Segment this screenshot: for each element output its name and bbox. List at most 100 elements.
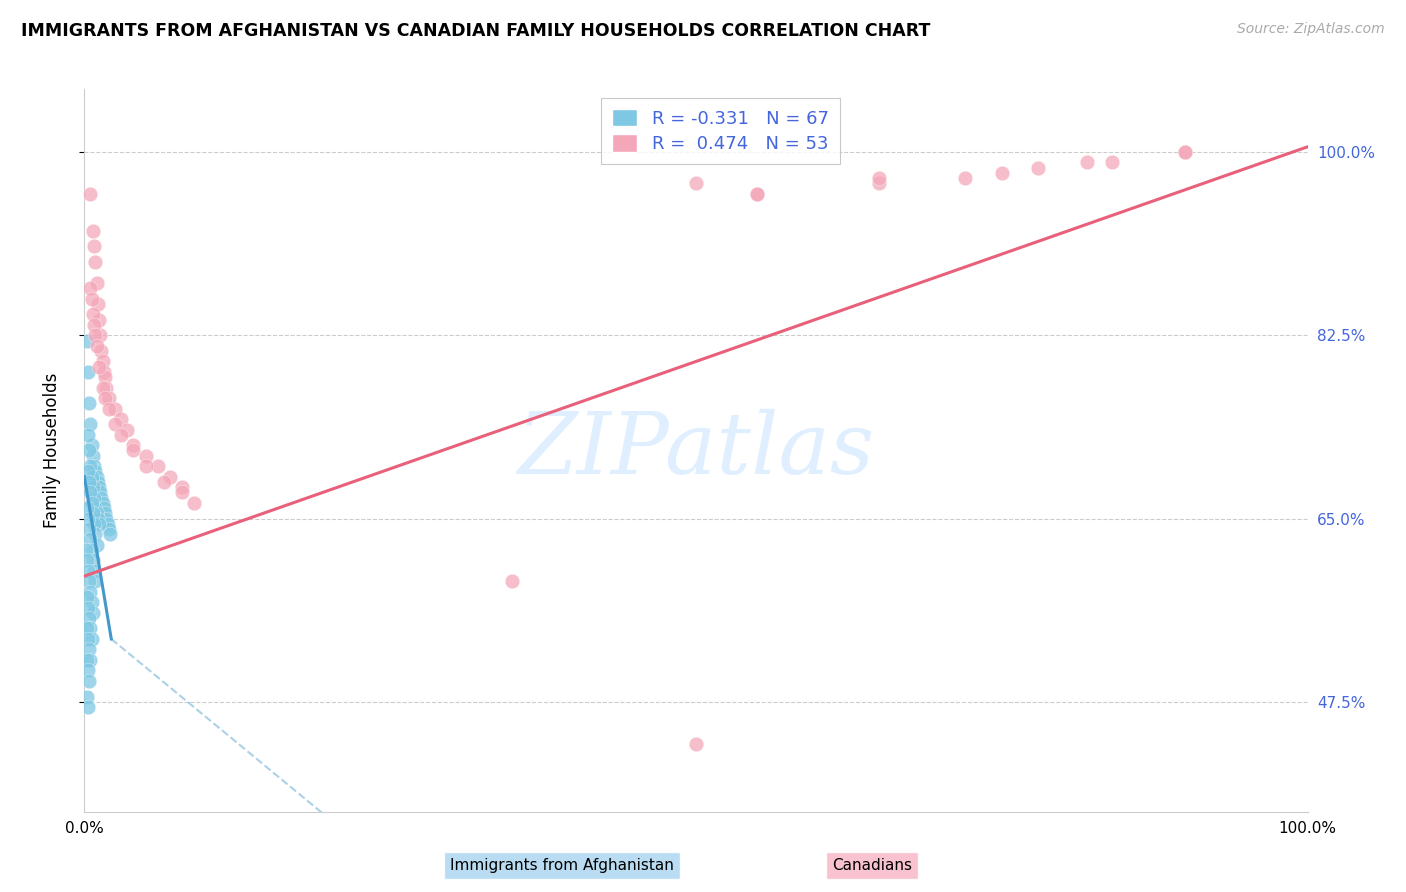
Point (77, 632, 100, 646)
Point (146, 459, 169, 474)
Point (76, 590, 98, 604)
Point (80, 595, 103, 609)
Point (1028, 161, 1050, 175)
Point (153, 475, 176, 489)
Point (87, 312, 110, 326)
Point (89, 485, 111, 500)
Point (94, 370, 117, 384)
Point (80, 438, 103, 452)
Point (79, 186, 101, 201)
Point (84, 328, 107, 343)
Point (94, 506, 117, 520)
Point (87, 475, 110, 489)
Point (79, 533, 101, 547)
Point (91, 496, 114, 510)
Point (86, 506, 108, 520)
Point (79, 485, 101, 500)
Point (84, 501, 107, 516)
Point (76, 690, 98, 704)
Point (97, 516, 120, 531)
Point (135, 459, 157, 474)
Point (97, 522, 120, 536)
Point (77, 564, 100, 578)
Point (77, 427, 100, 442)
Point (83, 516, 105, 531)
Point (869, 171, 891, 186)
Point (953, 171, 976, 186)
Point (80, 469, 103, 483)
Point (77, 664, 100, 678)
Point (135, 449, 157, 463)
Point (1101, 155, 1123, 169)
Point (991, 166, 1014, 180)
Point (502, 574, 524, 589)
Y-axis label: Family Households: Family Households (42, 373, 60, 528)
Point (75, 543, 97, 558)
Point (87, 359, 110, 374)
Point (84, 255, 107, 269)
Point (76, 334, 98, 348)
Point (1174, 145, 1197, 159)
Legend: R = -0.331   N = 67, R =  0.474   N = 53: R = -0.331 N = 67, R = 0.474 N = 53 (602, 98, 839, 164)
Point (76, 622, 98, 636)
Point (86, 538, 108, 552)
Point (77, 443, 100, 458)
Point (77, 464, 100, 478)
Point (80, 632, 103, 646)
Point (96, 381, 118, 395)
Point (94, 391, 117, 405)
Text: ZIPatlas: ZIPatlas (517, 409, 875, 491)
Point (110, 427, 132, 442)
Point (77, 365, 100, 379)
Point (79, 622, 101, 636)
Point (80, 292, 103, 306)
Point (76, 653, 98, 667)
Point (183, 496, 205, 510)
Point (76, 553, 98, 567)
Point (89, 328, 111, 343)
Point (90, 343, 112, 358)
Point (869, 177, 891, 191)
Point (77, 396, 100, 410)
Point (76, 501, 98, 516)
Text: IMMIGRANTS FROM AFGHANISTAN VS CANADIAN FAMILY HOUSEHOLDS CORRELATION CHART: IMMIGRANTS FROM AFGHANISTAN VS CANADIAN … (21, 22, 931, 40)
Point (97, 401, 120, 416)
Point (115, 423, 138, 437)
Point (77, 600, 100, 615)
Point (122, 443, 145, 458)
Point (86, 469, 108, 483)
Point (87, 511, 110, 525)
Point (79, 459, 101, 474)
Point (747, 186, 769, 201)
Point (82, 223, 104, 237)
Point (77, 673, 100, 688)
Point (77, 611, 100, 625)
Point (79, 584, 101, 599)
Point (93, 501, 115, 516)
Text: Immigrants from Afghanistan: Immigrants from Afghanistan (450, 858, 675, 872)
Point (84, 574, 107, 589)
Point (91, 381, 114, 395)
Point (83, 459, 105, 474)
Point (79, 417, 101, 432)
Point (159, 469, 181, 483)
Point (90, 491, 112, 505)
Point (83, 318, 105, 332)
Point (685, 177, 707, 191)
Point (104, 401, 127, 416)
Text: Source: ZipAtlas.com: Source: ZipAtlas.com (1237, 22, 1385, 37)
Point (82, 553, 104, 567)
Point (172, 480, 194, 494)
Point (96, 511, 118, 525)
Point (77, 700, 100, 714)
Point (84, 464, 107, 478)
Point (83, 491, 105, 505)
Point (82, 606, 104, 620)
Point (80, 543, 103, 558)
Point (110, 412, 132, 426)
Point (83, 239, 105, 253)
Text: Canadians: Canadians (832, 858, 911, 872)
Point (77, 642, 100, 657)
Point (87, 480, 110, 494)
Point (87, 297, 110, 311)
